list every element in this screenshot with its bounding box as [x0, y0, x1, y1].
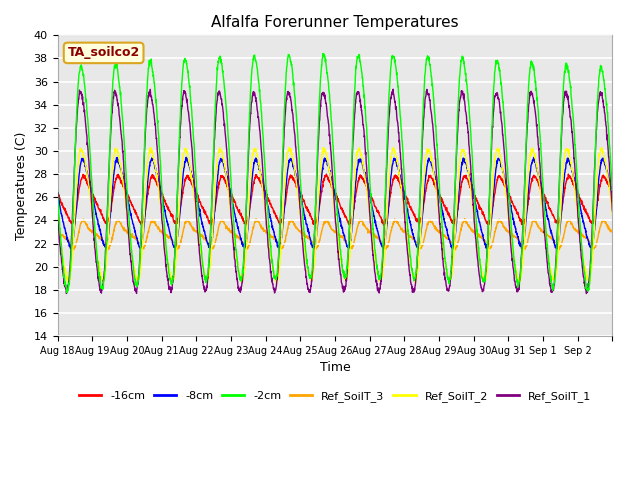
- Legend: -16cm, -8cm, -2cm, Ref_SoilT_3, Ref_SoilT_2, Ref_SoilT_1: -16cm, -8cm, -2cm, Ref_SoilT_3, Ref_Soil…: [74, 387, 596, 407]
- Y-axis label: Temperatures (C): Temperatures (C): [15, 132, 28, 240]
- Title: Alfalfa Forerunner Temperatures: Alfalfa Forerunner Temperatures: [211, 15, 459, 30]
- Text: TA_soilco2: TA_soilco2: [67, 47, 140, 60]
- X-axis label: Time: Time: [319, 361, 350, 374]
